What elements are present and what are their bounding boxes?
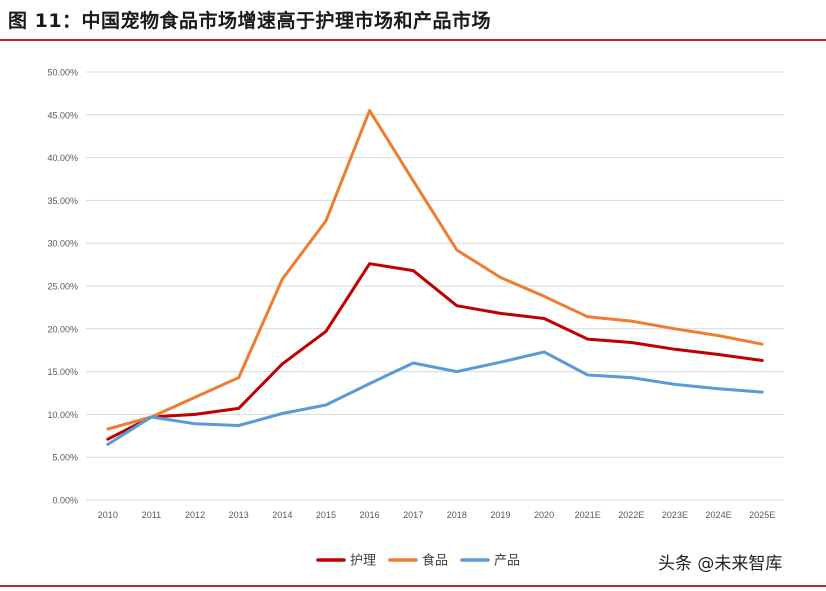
y-tick-label: 25.00% (47, 282, 78, 292)
watermark: 头条 @未来智库 (658, 549, 782, 574)
y-tick-label: 5.00% (52, 453, 78, 463)
x-tick-label: 2015 (316, 510, 336, 520)
y-tick-label: 0.00% (52, 496, 78, 506)
x-tick-label: 2010 (98, 510, 118, 520)
x-tick-label: 2016 (360, 510, 380, 520)
top-divider (0, 39, 826, 41)
x-tick-label: 2018 (447, 510, 467, 520)
x-tick-label: 2024E (706, 510, 732, 520)
y-tick-label: 10.00% (47, 410, 78, 420)
figure-title: 图 11：中国宠物食品市场增速高于护理市场和产品市场 (8, 10, 492, 32)
bottom-divider (0, 585, 826, 587)
watermark-text: 头条 @未来智库 (658, 554, 783, 574)
x-tick-label: 2020 (534, 510, 554, 520)
series-line-1 (106, 109, 764, 431)
series-line-2 (106, 350, 764, 446)
x-tick-label: 2012 (185, 510, 205, 520)
y-tick-label: 50.00% (47, 68, 78, 78)
y-tick-label: 40.00% (47, 153, 78, 163)
y-tick-label: 20.00% (47, 324, 78, 334)
legend-label: 产品 (494, 554, 520, 569)
legend-label: 护理 (350, 554, 376, 569)
y-tick-label: 15.00% (47, 367, 78, 377)
x-tick-label: 2011 (142, 510, 161, 520)
x-tick-label: 2017 (403, 510, 423, 520)
x-tick-label: 2021E (575, 510, 601, 520)
x-tick-label: 2019 (490, 510, 510, 520)
x-tick-label: 2023E (662, 510, 688, 520)
x-tick-label: 2022E (618, 510, 644, 520)
series-line-0 (106, 262, 764, 441)
y-tick-label: 35.00% (47, 196, 78, 206)
x-tick-label: 2013 (229, 510, 249, 520)
x-tick-label: 2014 (272, 510, 292, 520)
y-tick-label: 45.00% (47, 110, 78, 120)
y-tick-label: 30.00% (47, 239, 78, 249)
legend-label: 食品 (422, 553, 448, 569)
x-tick-label: 2025E (749, 510, 775, 520)
